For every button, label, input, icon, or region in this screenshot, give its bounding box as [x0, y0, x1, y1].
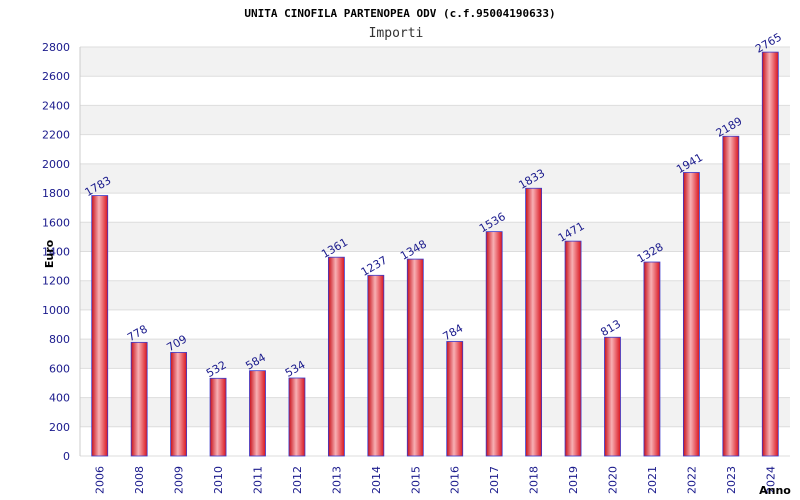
x-tick-label: 2015 [409, 466, 422, 494]
bar [485, 231, 503, 457]
x-tick-label: 2023 [725, 466, 738, 494]
grid-band [80, 105, 790, 135]
x-axis-title: Anno [759, 484, 791, 497]
x-tick-label: 2012 [291, 466, 304, 494]
y-axis-title: Euro [43, 239, 56, 268]
y-tick-label: 800 [49, 333, 70, 346]
bar [525, 187, 543, 457]
bar [327, 256, 345, 457]
bar [91, 195, 109, 457]
x-tick-label: 2011 [252, 466, 265, 494]
x-tick-label: 2016 [449, 466, 462, 494]
bar [209, 377, 227, 457]
x-tick-label: 2020 [607, 466, 620, 494]
x-tick-label: 2021 [646, 466, 659, 494]
x-tick-label: 2014 [370, 466, 383, 494]
y-tick-label: 1600 [42, 216, 70, 229]
y-tick-label: 2200 [42, 129, 70, 142]
bar [367, 274, 385, 457]
y-tick-label: 1800 [42, 187, 70, 200]
y-tick-label: 1400 [42, 246, 70, 259]
bars [91, 51, 779, 457]
y-tick-label: 1000 [42, 304, 70, 317]
grid-band [80, 163, 790, 194]
bar [761, 51, 779, 457]
y-tick-label: 2400 [42, 99, 70, 112]
y-tick-label: 2000 [42, 158, 70, 171]
x-tick-label: 2010 [212, 466, 225, 494]
grid-band [80, 280, 790, 310]
bar [406, 258, 424, 457]
bar [170, 352, 188, 457]
chart-subtitle: Importi [369, 26, 424, 41]
grid-band [80, 47, 790, 77]
data-label: 813 [598, 317, 623, 339]
y-tick-label: 600 [49, 362, 70, 375]
grid-band [80, 222, 790, 252]
grid-bands [80, 47, 790, 427]
y-tick-label: 0 [63, 450, 70, 463]
x-tick-label: 2008 [133, 466, 146, 494]
grid-band [80, 339, 790, 369]
y-tick-label: 400 [49, 392, 70, 405]
bar [682, 172, 700, 457]
x-tick-label: 2019 [567, 466, 580, 494]
x-tick-label: 2024 [764, 466, 777, 494]
bar [288, 377, 306, 457]
x-axis-ticks: 2006 2008 2009 2010 2011 2012 2013 2014 2015 2016… [94, 466, 778, 494]
bar [604, 336, 621, 457]
bar [249, 370, 266, 457]
grid-band [80, 397, 790, 427]
x-tick-label: 2022 [685, 466, 698, 494]
y-tick-label: 2600 [42, 70, 70, 83]
gridlines [79, 46, 790, 457]
y-tick-label: 1200 [42, 275, 70, 288]
x-tick-label: 2013 [330, 466, 343, 494]
x-tick-label: 2018 [528, 466, 541, 494]
bar [446, 341, 464, 457]
x-tick-label: 2009 [173, 466, 186, 494]
y-tick-label: 2800 [42, 41, 70, 54]
x-tick-label: 2017 [488, 466, 501, 494]
bar [130, 341, 148, 457]
bar [722, 135, 740, 457]
bar [643, 261, 661, 457]
y-tick-label: 200 [49, 421, 70, 434]
bar [564, 240, 582, 457]
y-axis-ticks: 0 200 400 600 800 1000 1200 1400 1600 1800 2000 220… [42, 41, 70, 463]
chart-title: UNITA CINOFILA PARTENOPEA ODV (c.f.95004… [244, 7, 555, 20]
x-tick-label: 2006 [94, 466, 107, 494]
